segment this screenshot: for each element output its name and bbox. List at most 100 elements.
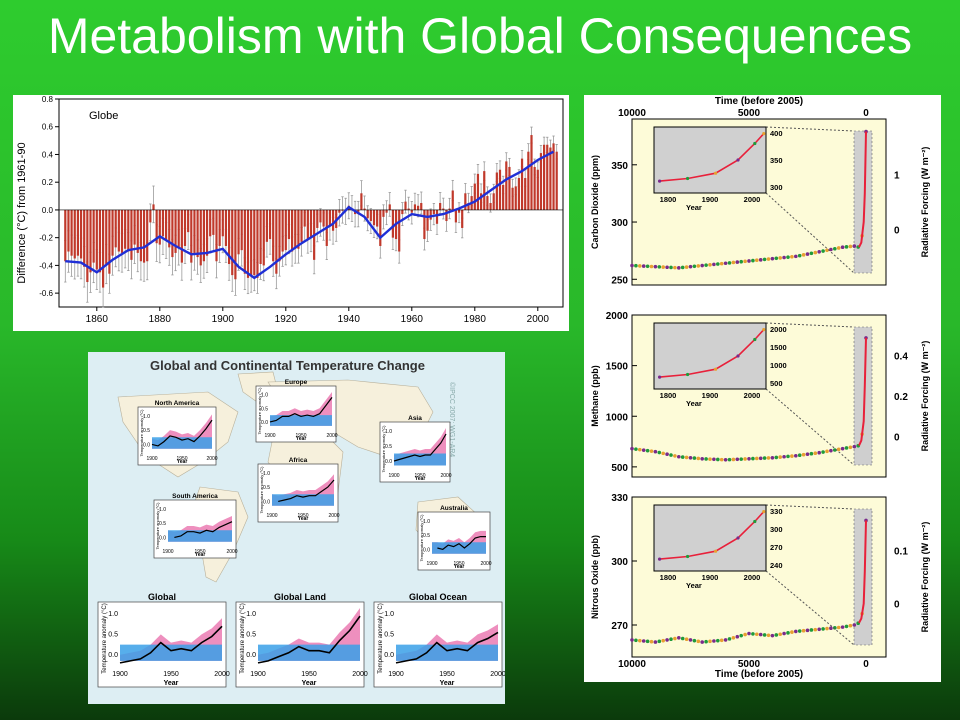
y-tick-label: 1.0: [143, 414, 150, 420]
modern-era-band: [853, 508, 873, 646]
ice-core-point: [688, 455, 693, 460]
y-tick-label: 0.6: [42, 123, 54, 132]
ice-core-point: [766, 257, 771, 261]
x-tick-label: 1950: [301, 671, 317, 678]
temperature-panel: Asia 0.0 0.5 1.0 1900 1950 2000 Year Temperature…: [379, 415, 452, 483]
data-bar: [388, 204, 391, 210]
ice-core-point: [727, 637, 732, 641]
right-tick-label: 0.2: [894, 392, 908, 403]
inset-point: [753, 337, 757, 342]
inset-x-tick-label: 1900: [702, 391, 719, 400]
data-bar: [316, 209, 319, 228]
ice-core-point: [669, 453, 673, 457]
data-bar: [294, 209, 297, 249]
x-tick-label: 2000: [480, 561, 491, 567]
data-bar: [461, 209, 464, 228]
data-bar: [372, 209, 376, 226]
panel-title: Australia: [440, 505, 468, 512]
gas-panel: 270 300 330 Nitrous Oxide (ppb) Radiative Fo…: [590, 493, 930, 658]
ice-core-point: [755, 456, 759, 461]
data-bar: [495, 172, 498, 210]
data-bar: [514, 186, 517, 210]
ice-core-point: [665, 265, 669, 270]
inset-x-tick-label: 1900: [702, 573, 719, 582]
y-axis-label: Temperature anomaly (°C): [378, 603, 384, 673]
data-bar: [502, 184, 505, 210]
data-bar: [429, 209, 432, 220]
data-bar: [231, 209, 234, 276]
ice-core-point: [794, 254, 798, 259]
inset-point: [714, 367, 718, 371]
inset-point: [686, 554, 690, 559]
ice-core-point: [700, 640, 704, 644]
ice-core-point: [786, 454, 790, 459]
ice-core-point: [844, 245, 849, 249]
data-bar: [196, 209, 199, 258]
ice-core-point: [852, 244, 857, 248]
inset-y-tick-label: 2000: [770, 325, 787, 334]
x-tick-label: 1900: [388, 671, 404, 678]
x-tick-label: 2000: [326, 433, 337, 439]
ice-core-point: [755, 258, 759, 262]
temperature-panel: North America 0.0 0.5 1.0 1900 1950 2000 Year Te…: [137, 400, 218, 466]
ice-core-point: [805, 628, 810, 633]
data-bar: [237, 209, 240, 255]
data-bar: [451, 190, 454, 210]
plot-frame: [58, 98, 564, 308]
inset-connector: [765, 126, 855, 132]
inset-x-tick-label: 2000: [744, 391, 761, 400]
ice-core-point: [758, 456, 763, 461]
inset-y-tick-label: 1000: [770, 361, 787, 370]
ice-core-point: [844, 624, 849, 629]
bottom-x-tick-label: 10000: [618, 659, 646, 670]
x-tick-label: 1900: [426, 561, 437, 567]
data-bar: [70, 209, 73, 256]
ice-core-point: [794, 629, 798, 634]
ice-core-point: [696, 456, 701, 461]
data-bar: [420, 203, 423, 210]
ice-core-point: [673, 265, 677, 270]
panel-title: Africa: [289, 457, 308, 464]
y-tick-label: 0.0: [159, 535, 166, 541]
model-band-natural-forcings: [272, 494, 334, 506]
ice-core-point: [848, 445, 853, 450]
data-bar: [423, 209, 426, 240]
ice-core-point: [794, 453, 798, 458]
ice-core-point: [700, 263, 704, 268]
y-tick-label: 250: [611, 275, 628, 286]
ice-core-point: [747, 631, 751, 636]
x-tick-label: 1950: [194, 549, 205, 555]
data-bar: [89, 209, 92, 273]
y-axis-label: Temperature anomaly (°C): [155, 502, 160, 550]
x-axis-label: Year: [195, 552, 206, 558]
x-tick-label: 1940: [338, 314, 361, 325]
x-tick-label: 2000: [527, 314, 550, 325]
ice-core-point: [825, 626, 829, 631]
ice-core-point: [716, 638, 720, 643]
panel-label: Globe: [89, 110, 118, 122]
data-bar: [95, 209, 98, 270]
temperature-panel: Global 0.0 0.5 1.0 1900 1950 2000 Year Temperatu…: [97, 592, 230, 688]
observed-line: [151, 419, 213, 447]
ice-core-point: [743, 457, 747, 461]
data-bar: [341, 209, 344, 211]
data-bar: [366, 209, 369, 219]
data-bar: [331, 209, 335, 231]
data-bar: [391, 209, 394, 238]
data-bar: [73, 209, 76, 259]
data-bar: [174, 209, 177, 253]
ice-core-point: [782, 255, 786, 260]
data-bar: [457, 209, 461, 213]
y-tick-label: 1.0: [261, 393, 268, 399]
inset-point: [736, 354, 740, 358]
inset-point: [714, 549, 718, 553]
inset-connector: [765, 570, 855, 646]
y-tick-label: 1.0: [384, 611, 394, 618]
inset-frame: [653, 126, 767, 194]
inset-x-tick-label: 2000: [744, 573, 761, 582]
ice-core-point: [747, 456, 751, 461]
inset-x-tick-label: 1800: [660, 573, 677, 582]
data-bar: [369, 209, 372, 222]
model-band-natural-forcings: [258, 644, 360, 661]
data-bar: [287, 209, 291, 240]
